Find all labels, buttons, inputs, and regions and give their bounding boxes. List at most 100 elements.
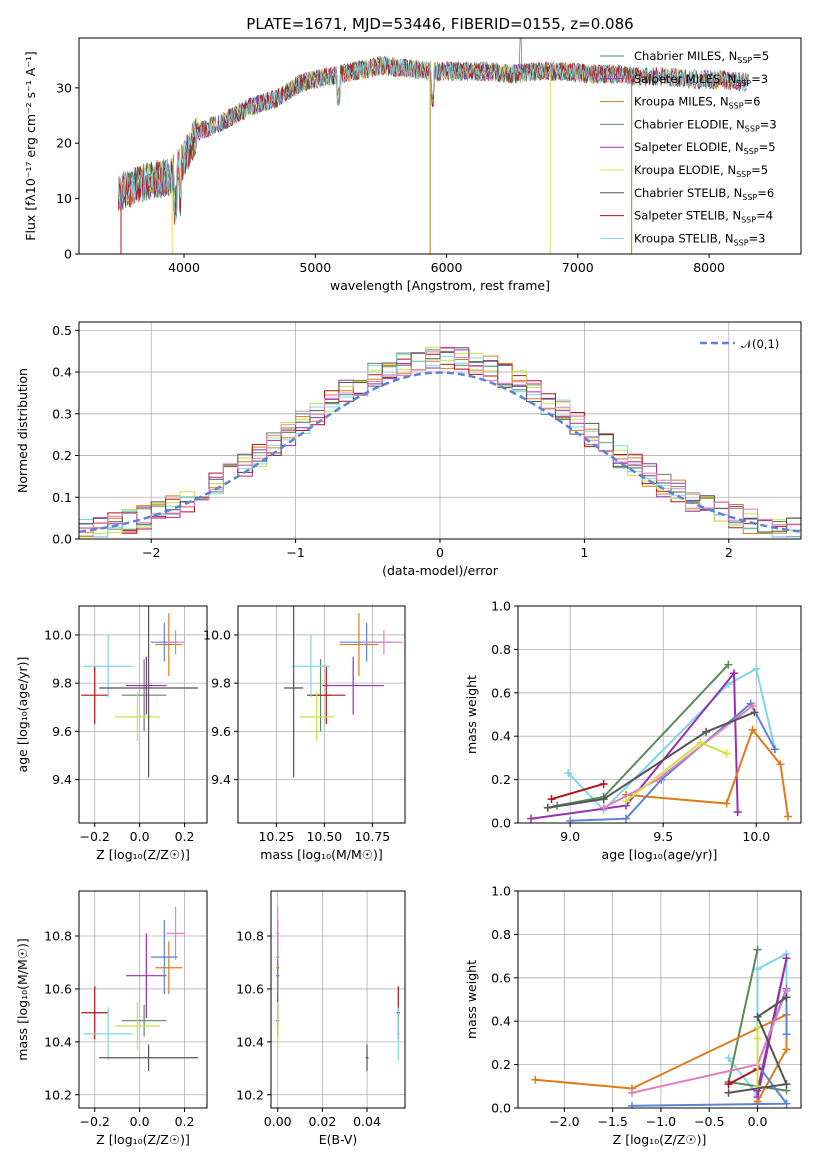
y-tick-label: 9.4 xyxy=(52,772,72,787)
x-axis-label: E(B-V) xyxy=(319,1132,358,1147)
y-axis-label: Normed distribution xyxy=(15,368,30,493)
y-tick-label: 20 xyxy=(56,136,72,151)
weight-marker xyxy=(748,725,757,734)
legend-value: =6 xyxy=(757,186,774,200)
weight-marker xyxy=(696,738,705,747)
y-tick-label: 9.8 xyxy=(52,676,72,691)
x-axis-label: (data-model)/error xyxy=(382,563,499,578)
legend-subscript: SSP xyxy=(737,56,752,65)
x-tick-label: 0.0 xyxy=(748,1114,768,1129)
spectrum-line xyxy=(118,56,635,216)
legend-value: =3 xyxy=(749,231,766,245)
legend-entry: Salpeter MILES, NSSP=3 xyxy=(634,72,768,88)
weight-line xyxy=(530,670,739,820)
y-tick-label: 0.4 xyxy=(491,729,511,744)
weight-marker xyxy=(531,1075,540,1084)
y-tick-label: 10.4 xyxy=(236,1034,264,1049)
weight-marker xyxy=(599,779,608,788)
weight-line xyxy=(567,667,776,812)
y-tick-label: 9.6 xyxy=(211,724,231,739)
y-tick-label: 0.8 xyxy=(491,642,511,657)
y-tick-label: 9.4 xyxy=(211,772,231,787)
y-tick-label: 0.0 xyxy=(491,816,511,831)
x-tick-label: 7000 xyxy=(562,260,594,275)
y-tick-label: 0.3 xyxy=(52,406,72,421)
x-tick-label: 9.0 xyxy=(560,829,580,844)
plot-area xyxy=(284,606,404,778)
weight-marker xyxy=(722,799,731,808)
legend-entry: Kroupa ELODIE, NSSP=5 xyxy=(634,163,768,179)
legend-entry: Kroupa MILES, NSSP=6 xyxy=(634,95,760,111)
weight-marker xyxy=(621,797,630,806)
weight-marker xyxy=(750,708,759,717)
y-tick-label: 0.6 xyxy=(491,970,511,985)
legend-entry: Kroupa STELIB, NSSP=3 xyxy=(634,231,765,247)
y-tick-label: 10 xyxy=(56,191,72,206)
x-tick-label: 0.0 xyxy=(130,829,150,844)
y-tick-label: 0.2 xyxy=(52,448,72,463)
weight-marker xyxy=(752,664,761,673)
x-tick-label: 9.5 xyxy=(653,829,673,844)
x-tick-label: 0.0 xyxy=(130,1114,150,1129)
x-tick-label: 4000 xyxy=(168,260,200,275)
x-tick-label: −0.2 xyxy=(80,1114,110,1129)
x-axis-label: Z [log₁₀(Z/Z☉)] xyxy=(613,1132,707,1147)
x-tick-label: 0.04 xyxy=(353,1114,381,1129)
weight-marker xyxy=(753,1023,762,1032)
weight-marker xyxy=(621,814,630,823)
weight-vs-age-panel: 9.0 9.5 10.0 0.0 0.2 0.4 0.6 0.8 1.0 age [log₁₀(a… xyxy=(464,599,802,862)
y-tick-label: 30 xyxy=(56,80,72,95)
legend-subscript: SSP xyxy=(729,102,744,111)
weight-marker xyxy=(782,954,791,963)
weight-line xyxy=(551,782,604,801)
y-tick-label: 10.2 xyxy=(236,1087,264,1102)
plot-area xyxy=(531,945,791,1108)
x-tick-label: −1.0 xyxy=(646,1114,676,1129)
x-tick-label: −0.5 xyxy=(694,1114,724,1129)
weight-marker xyxy=(782,993,791,1002)
legend-subscript: SSP xyxy=(745,124,760,133)
weight-vs-metallicity-panel: −2.0 −1.5 −1.0 −0.5 0.0 0.0 0.2 0.4 0.6 0.8 1.0 Z [… xyxy=(464,884,802,1147)
legend-value: =3 xyxy=(751,72,768,86)
weight-marker xyxy=(729,669,738,678)
x-tick-label: −1 xyxy=(286,545,304,560)
x-tick-label: 10.0 xyxy=(742,829,770,844)
legend-entry: 𝒩(0,1) xyxy=(741,337,779,351)
legend-value: =5 xyxy=(759,140,776,154)
legend-value: =5 xyxy=(751,163,768,177)
y-tick-label: 9.6 xyxy=(52,724,72,739)
x-tick-label: −2.0 xyxy=(549,1114,579,1129)
x-axis-label: Z [log₁₀(Z/Z☉)] xyxy=(96,1132,190,1147)
weight-marker xyxy=(527,814,536,823)
legend-value: =6 xyxy=(744,95,761,109)
weight-marker xyxy=(547,795,556,804)
x-tick-label: 0.02 xyxy=(308,1114,336,1129)
x-tick-label: −0.2 xyxy=(80,829,110,844)
x-tick-label: −1.5 xyxy=(597,1114,627,1129)
spectrum-panel: 4000 5000 6000 7000 8000 0 10 20 30 wavelength [A… xyxy=(23,37,802,293)
axes-frame xyxy=(517,605,802,824)
weight-marker xyxy=(599,795,608,804)
y-tick-label: 0.6 xyxy=(491,685,511,700)
weight-marker xyxy=(770,745,779,754)
y-tick-label: 1.0 xyxy=(491,599,511,614)
x-tick-label: 0.2 xyxy=(175,829,195,844)
weight-marker xyxy=(753,965,762,974)
histogram-step xyxy=(79,347,801,529)
y-tick-label: 10.4 xyxy=(44,1034,72,1049)
x-tick-label: 0.00 xyxy=(264,1114,292,1129)
weight-marker xyxy=(566,816,575,823)
legend-entry: Salpeter ELODIE, NSSP=5 xyxy=(634,140,776,156)
weight-marker xyxy=(753,1012,762,1021)
weight-line xyxy=(625,727,789,817)
y-axis-label: mass [log₁₀(M/M☉)] xyxy=(15,938,30,1060)
normal-curve xyxy=(79,371,801,533)
y-tick-label: 10.8 xyxy=(236,928,264,943)
plot-area xyxy=(276,906,400,1071)
y-tick-label: 0 xyxy=(64,247,72,262)
legend-value: =3 xyxy=(760,117,777,131)
x-tick-label: 10.25 xyxy=(258,829,294,844)
weight-marker xyxy=(782,1099,791,1108)
plot-area xyxy=(527,660,792,823)
